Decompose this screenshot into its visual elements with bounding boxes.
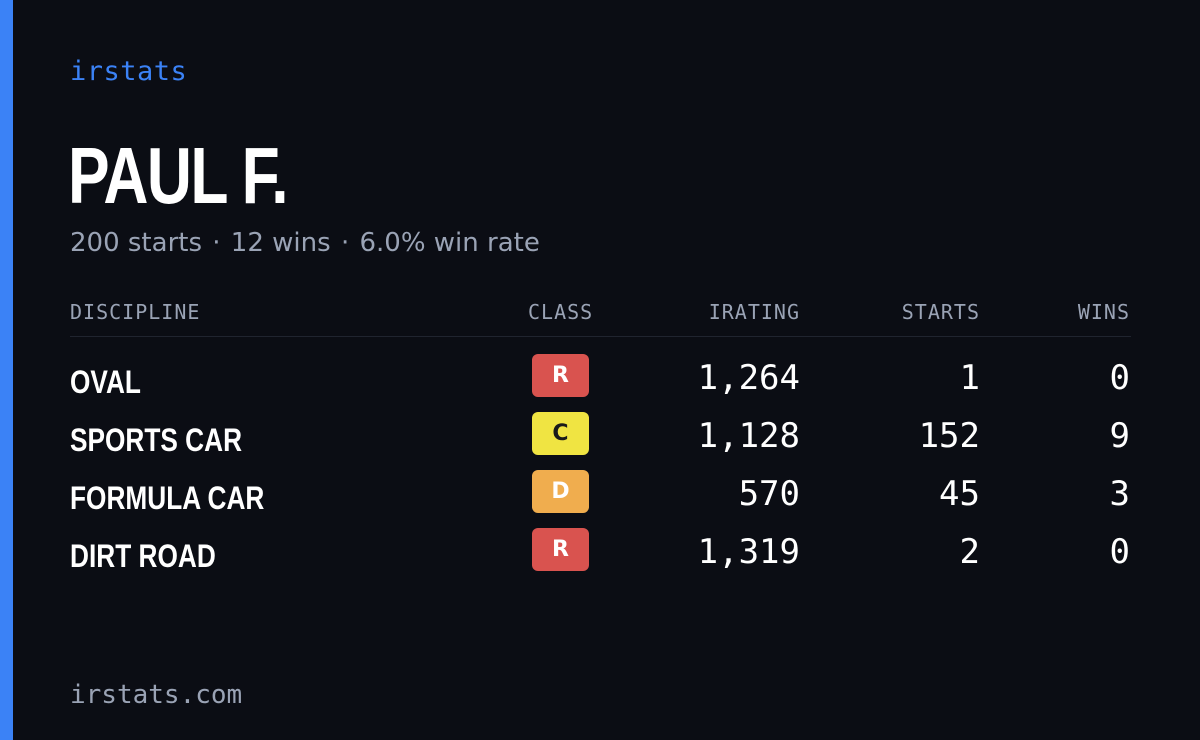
driver-name: PAUL F.	[68, 131, 289, 220]
driver-summary: 200 starts · 12 wins · 6.0% win rate	[70, 228, 540, 258]
starts-cell: 45	[939, 474, 980, 514]
table-row: DIRT ROAD R 1,319 2 0	[70, 528, 1131, 574]
table-row: OVAL R 1,264 1 0	[70, 354, 1131, 400]
starts-cell: 2	[959, 532, 980, 572]
wins-cell: 9	[1109, 416, 1130, 456]
class-badge: D	[532, 470, 589, 513]
wins-summary: 12 wins	[230, 228, 331, 258]
discipline-cell: SPORTS CAR	[70, 422, 243, 458]
wins-cell: 3	[1109, 474, 1130, 514]
starts-cell: 1	[959, 358, 980, 398]
irating-cell: 1,128	[697, 416, 800, 456]
winrate-summary: 6.0% win rate	[359, 228, 540, 258]
column-header-irating: IRATING	[708, 300, 800, 324]
discipline-cell: FORMULA CAR	[70, 480, 265, 516]
accent-bar	[0, 0, 13, 740]
class-badge: R	[532, 528, 589, 571]
discipline-cell: DIRT ROAD	[70, 538, 216, 574]
discipline-cell: OVAL	[70, 364, 141, 400]
class-badge: R	[532, 354, 589, 397]
table-row: SPORTS CAR C 1,128 152 9	[70, 412, 1131, 458]
table-header: DISCIPLINE CLASS IRATING STARTS WINS	[70, 300, 1131, 337]
class-badge: C	[532, 412, 589, 455]
table-row: FORMULA CAR D 570 45 3	[70, 470, 1131, 516]
separator: ·	[212, 228, 221, 258]
irating-cell: 1,319	[697, 532, 800, 572]
starts-cell: 152	[918, 416, 980, 456]
column-header-starts: STARTS	[901, 300, 980, 324]
starts-summary: 200 starts	[70, 228, 202, 258]
column-header-wins: WINS	[1077, 300, 1130, 324]
irating-cell: 1,264	[697, 358, 800, 398]
footer-url: irstats.com	[70, 680, 243, 710]
wins-cell: 0	[1109, 532, 1130, 572]
irating-cell: 570	[738, 474, 800, 514]
column-header-class: CLASS	[528, 300, 594, 324]
separator: ·	[340, 228, 350, 258]
brand-logo: irstats	[70, 56, 188, 87]
wins-cell: 0	[1109, 358, 1130, 398]
column-header-discipline: DISCIPLINE	[70, 300, 201, 324]
